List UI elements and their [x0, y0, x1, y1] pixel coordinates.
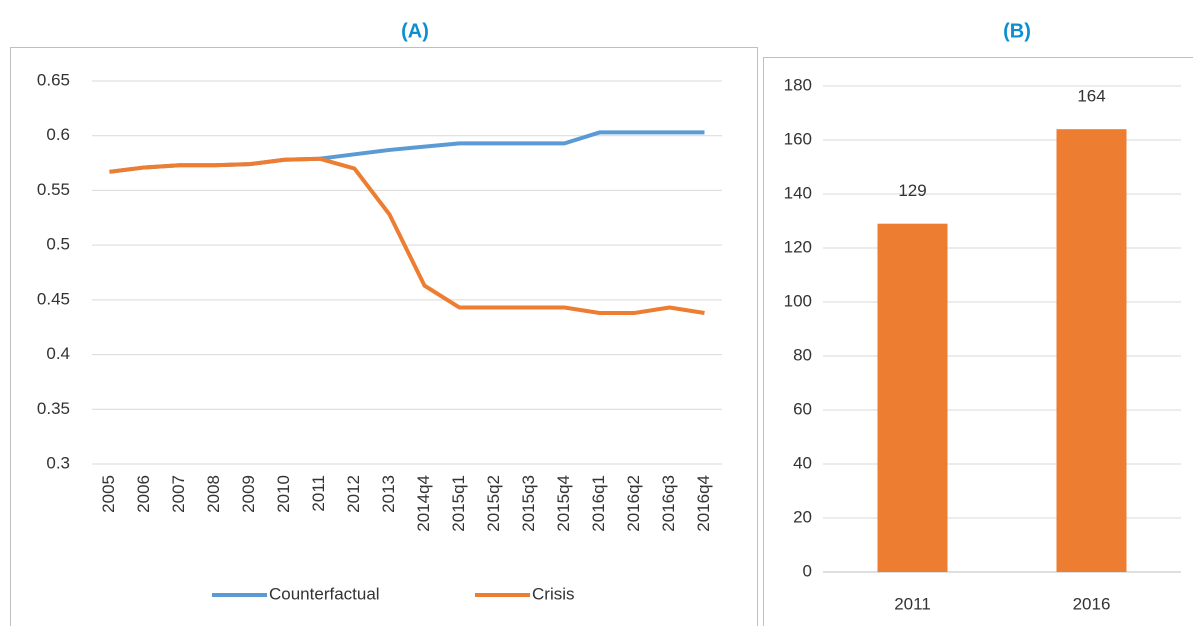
x-tick-label: 2015q4 — [554, 475, 573, 532]
bar — [878, 224, 948, 572]
y-tick-label: 80 — [793, 345, 812, 364]
y-tick-label: 160 — [784, 129, 812, 148]
data-label: 129 — [898, 181, 926, 200]
x-tick-label: 2009 — [239, 475, 258, 513]
y-tick-label: 0.5 — [46, 235, 70, 254]
x-tick-label: 2013 — [379, 475, 398, 513]
x-tick-label: 2005 — [99, 475, 118, 513]
legend-label: Crisis — [532, 584, 575, 603]
x-tick-label: 2016q1 — [589, 475, 608, 532]
x-tick-label: 2012 — [344, 475, 363, 513]
y-tick-label: 60 — [793, 399, 812, 418]
series-line — [110, 159, 705, 313]
y-tick-label: 0.35 — [37, 399, 70, 418]
x-tick-label: 2016q4 — [694, 475, 713, 532]
bar — [1057, 129, 1127, 572]
x-tick-label: 2008 — [204, 475, 223, 513]
x-tick-label: 2007 — [169, 475, 188, 513]
x-tick-label: 2011 — [894, 594, 931, 613]
y-tick-label: 0.45 — [37, 289, 70, 308]
y-tick-label: 100 — [784, 291, 812, 310]
x-tick-label: 2006 — [134, 475, 153, 513]
legend-label: Counterfactual — [269, 584, 380, 603]
y-tick-label: 0.65 — [37, 70, 70, 89]
x-tick-label: 2015q1 — [449, 475, 468, 532]
chart-title: (B) — [1003, 20, 1031, 42]
chart-b-frame — [764, 58, 1193, 627]
x-tick-label: 2016q3 — [659, 475, 678, 532]
y-tick-label: 0.4 — [46, 344, 70, 363]
x-tick-label: 2016q2 — [624, 475, 643, 532]
chart-title: (A) — [401, 20, 429, 42]
x-tick-label: 2015q3 — [519, 475, 538, 532]
y-tick-label: 0.6 — [46, 125, 70, 144]
y-tick-label: 180 — [784, 75, 812, 94]
x-tick-label: 2010 — [274, 475, 293, 513]
y-tick-label: 0 — [803, 561, 812, 580]
y-tick-label: 20 — [793, 507, 812, 526]
y-tick-label: 140 — [784, 183, 812, 202]
data-label: 164 — [1077, 87, 1105, 106]
x-tick-label: 2016 — [1073, 594, 1111, 613]
y-tick-label: 120 — [784, 237, 812, 256]
x-tick-label: 2011 — [309, 475, 328, 512]
y-tick-label: 0.3 — [46, 453, 70, 472]
x-tick-label: 2015q2 — [484, 475, 503, 532]
y-tick-label: 0.55 — [37, 180, 70, 199]
x-tick-label: 2014q4 — [414, 475, 433, 532]
y-tick-label: 40 — [793, 453, 812, 472]
